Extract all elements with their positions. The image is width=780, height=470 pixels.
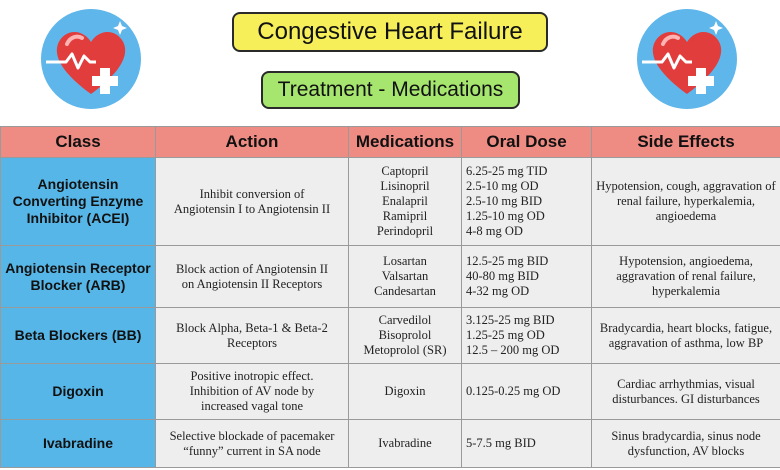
action-cell: Block Alpha, Beta-1 & Beta-2 Receptors [155,307,349,364]
side-effects-cell: Sinus bradycardia, sinus node dysfunctio… [591,419,780,468]
medications-cell: Ivabradine [348,419,462,468]
drug-class-cell: Digoxin [0,363,156,420]
oral-dose-cell: 12.5-25 mg BID 40-80 mg BID 4-32 mg OD [461,245,592,308]
side-effects-cell: Cardiac arrhythmias, visual disturbances… [591,363,780,420]
column-header-side-effects: Side Effects [591,126,780,158]
medications-cell: Losartan Valsartan Candesartan [348,245,462,308]
table-row: Ivabradine Selective blockade of pacemak… [0,419,780,468]
action-cell: Block action of Angiotensin II on Angiot… [155,245,349,308]
oral-dose-cell: 3.125-25 mg BID 1.25-25 mg OD 12.5 – 200… [461,307,592,364]
table-header-row: Class Action Medications Oral Dose Side … [0,126,780,158]
column-header-class: Class [0,126,156,158]
medications-cell: Digoxin [348,363,462,420]
side-effects-cell: Bradycardia, heart blocks, fatigue, aggr… [591,307,780,364]
table-row: Digoxin Positive inotropic effect. Inhib… [0,363,780,420]
medications-cell: Captopril Lisinopril Enalapril Ramipril … [348,157,462,246]
heart-medical-cross-icon [636,8,738,110]
table-row: Angiotensin Converting Enzyme Inhibitor … [0,157,780,246]
drug-class-cell: Angiotensin Receptor Blocker (ARB) [0,245,156,308]
page-title: Congestive Heart Failure [232,12,548,52]
side-effects-cell: Hypotension, angioedema, aggravation of … [591,245,780,308]
medications-cell: Carvedilol Bisoprolol Metoprolol (SR) [348,307,462,364]
action-cell: Selective blockade of pacemaker “funny” … [155,419,349,468]
column-header-medications: Medications [348,126,462,158]
action-cell: Positive inotropic effect. Inhibition of… [155,363,349,420]
oral-dose-cell: 0.125-0.25 mg OD [461,363,592,420]
oral-dose-cell: 6.25-25 mg TID 2.5-10 mg OD 2.5-10 mg BI… [461,157,592,246]
drug-class-cell: Angiotensin Converting Enzyme Inhibitor … [0,157,156,246]
table-row: Angiotensin Receptor Blocker (ARB) Block… [0,245,780,308]
medications-table: Class Action Medications Oral Dose Side … [0,126,780,468]
column-header-action: Action [155,126,349,158]
side-effects-cell: Hypotension, cough, aggravation of renal… [591,157,780,246]
oral-dose-cell: 5-7.5 mg BID [461,419,592,468]
table-row: Beta Blockers (BB) Block Alpha, Beta-1 &… [0,307,780,364]
column-header-oral-dose: Oral Dose [461,126,592,158]
heart-medical-cross-icon [40,8,142,110]
drug-class-cell: Ivabradine [0,419,156,468]
action-cell: Inhibit conversion of Angiotensin I to A… [155,157,349,246]
drug-class-cell: Beta Blockers (BB) [0,307,156,364]
page-subtitle: Treatment - Medications [261,71,520,109]
